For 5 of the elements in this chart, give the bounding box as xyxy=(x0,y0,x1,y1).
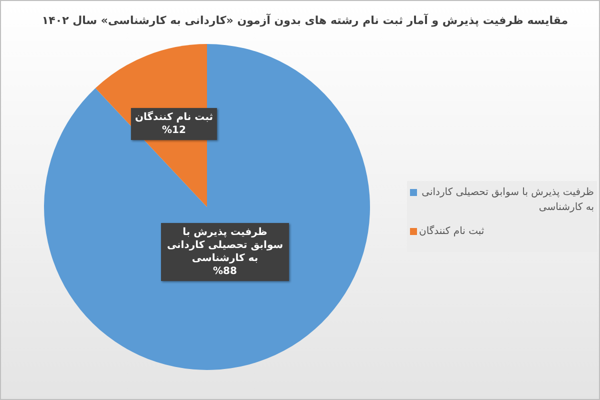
slice-label: ثبت نام کنندگان xyxy=(134,110,214,124)
title: مقایسه ظرفیت پذیرش و آمار ثبت نام رشته های بدون آزمون «کاردانی به کارشناسی» سال ۱۴۰۲ xyxy=(42,12,568,29)
slice-label: ظرفیت پذیرش با سوابق تحصیلی کاردانی به کارشناسی xyxy=(166,226,284,266)
data-label: %88 xyxy=(212,265,238,278)
data-label: %12 xyxy=(161,124,187,137)
